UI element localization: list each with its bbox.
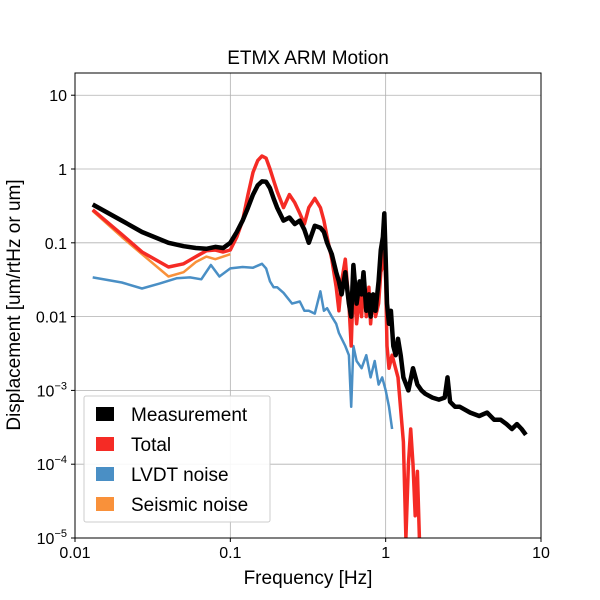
x-tick-label: 0.01 <box>59 545 90 562</box>
legend-swatch-measurement <box>96 407 114 421</box>
legend-label-seismic-noise: Seismic noise <box>131 495 248 516</box>
legend-label-total: Total <box>131 435 171 456</box>
y-tick-label: 10−5 <box>37 528 67 548</box>
y-tick-exponent: −3 <box>54 380 67 392</box>
y-tick-label: 0.01 <box>36 310 67 327</box>
legend-swatch-seismic-noise <box>96 497 114 511</box>
y-tick-label: 10 <box>49 88 67 105</box>
x-tick-label: 10 <box>532 545 550 562</box>
legend-frame <box>83 395 271 523</box>
series-line-seismic-noise <box>91 210 231 278</box>
y-tick-base: 10 <box>37 457 55 474</box>
legend-label-measurement: Measurement <box>131 405 248 426</box>
y-tick-base: 10 <box>37 531 55 548</box>
series-layer <box>91 154 528 538</box>
x-tick-label: 0.1 <box>219 545 241 562</box>
y-tick-label: 1 <box>58 162 67 179</box>
legend-swatch-total <box>96 437 114 451</box>
y-tick-base: 0.1 <box>45 236 67 253</box>
y-tick-base: 1 <box>58 162 67 179</box>
y-tick-label: 0.1 <box>45 236 67 253</box>
x-axis-label: Frequency [Hz] <box>244 568 373 589</box>
series-line-lvdt-noise <box>92 262 394 430</box>
y-tick-base: 0.01 <box>36 310 67 327</box>
x-ticks: 0.01 0.1 1 10 <box>59 538 550 562</box>
legend: Measurement Total LVDT noise Seismic noise <box>83 395 271 523</box>
plot-frame <box>74 72 542 539</box>
chart-title: ETMX ARM Motion <box>227 48 389 69</box>
y-tick-base: 10 <box>37 383 55 400</box>
y-tick-base: 10 <box>49 88 67 105</box>
y-axis-label: Displacement [um/rtHz or um] <box>4 179 25 430</box>
legend-label-lvdt-noise: LVDT noise <box>131 465 229 486</box>
series-line-measurement <box>91 179 528 437</box>
legend-swatch-lvdt-noise <box>96 467 114 481</box>
y-tick-exponent: −4 <box>54 454 67 466</box>
y-tick-label: 10−3 <box>37 380 67 400</box>
y-tick-exponent: −5 <box>54 528 67 540</box>
x-tick-label: 1 <box>381 545 390 562</box>
y-tick-label: 10−4 <box>37 454 67 474</box>
